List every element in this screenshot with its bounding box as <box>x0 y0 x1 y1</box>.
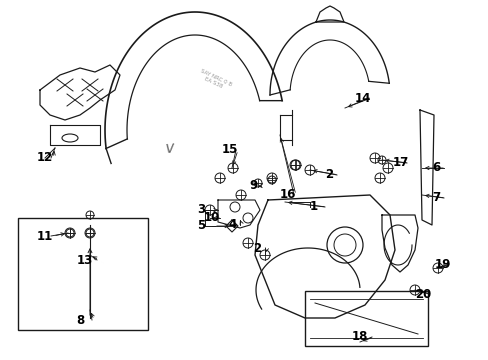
Text: 15: 15 <box>222 144 238 157</box>
Text: 8: 8 <box>76 314 84 327</box>
Text: 11: 11 <box>37 230 53 243</box>
Text: 13: 13 <box>77 253 93 266</box>
Text: 20: 20 <box>414 288 430 301</box>
Text: 2: 2 <box>325 168 332 181</box>
Text: 18: 18 <box>351 330 367 343</box>
Text: 17: 17 <box>392 157 408 170</box>
Bar <box>18 218 148 330</box>
Text: 4: 4 <box>227 219 236 231</box>
Text: 9: 9 <box>248 180 257 193</box>
Text: 6: 6 <box>431 162 439 175</box>
Text: SAY NRC 0 B
EA S38: SAY NRC 0 B EA S38 <box>197 68 232 92</box>
Text: 16: 16 <box>280 189 296 202</box>
Text: 19: 19 <box>434 257 450 270</box>
Text: 14: 14 <box>354 91 370 104</box>
Text: 2: 2 <box>252 242 261 255</box>
Text: 7: 7 <box>431 192 439 204</box>
Text: 12: 12 <box>37 152 53 165</box>
Text: 10: 10 <box>203 211 220 225</box>
Text: 1: 1 <box>309 201 318 213</box>
Text: v: v <box>164 140 175 156</box>
Text: 3: 3 <box>197 203 204 216</box>
Text: 5: 5 <box>197 220 205 233</box>
Bar <box>305 291 427 346</box>
